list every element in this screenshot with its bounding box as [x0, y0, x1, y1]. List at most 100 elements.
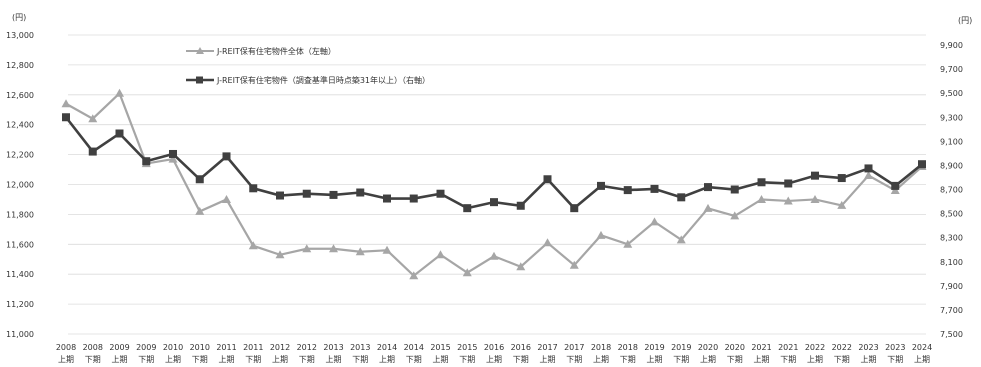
series-1-point: [61, 99, 71, 108]
left-tick-label: 12,600: [6, 91, 34, 100]
x-tick-half: 下期: [138, 355, 154, 364]
series-1-point: [115, 88, 124, 97]
series-1-point: [88, 114, 98, 123]
series-2-point: [88, 147, 97, 156]
x-tick-half: 上期: [807, 355, 823, 364]
x-tick-year: 2009: [109, 343, 129, 352]
series-2-point: [784, 179, 793, 188]
x-tick-year: 2009: [136, 343, 156, 352]
left-tick-label: 12,400: [6, 121, 34, 130]
x-tick-year: 2017: [564, 343, 584, 352]
legend-label-1: J-REIT保有住宅物件全体（左軸）: [216, 46, 336, 56]
right-tick-label: 8,900: [940, 161, 963, 170]
legend-marker-triangle: [196, 47, 204, 54]
x-tick-half: 下期: [85, 355, 101, 364]
x-tick-half: 上期: [219, 355, 235, 364]
x-tick-half: 上期: [58, 355, 74, 364]
right-axis: (円) 7,500 7,700 7,900 8,100 8,300 8,500 8,700 8,…: [940, 16, 972, 339]
series-1-point: [837, 200, 847, 209]
series-1-point: [650, 217, 659, 226]
series-2-point: [249, 184, 258, 193]
series-1-point: [890, 185, 900, 194]
series-1-point: [409, 271, 419, 280]
left-tick-label: 12,000: [6, 181, 34, 190]
series-1-point: [864, 171, 873, 180]
x-tick-year: 2021: [751, 343, 771, 352]
series-1-point: [436, 250, 445, 259]
series-2-point: [169, 149, 177, 158]
legend: J-REIT保有住宅物件全体（左軸） J-REIT保有住宅物件（調査基準日時点築3…: [186, 46, 430, 85]
x-tick-half: 下期: [727, 355, 743, 364]
right-tick-label: 7,700: [940, 306, 963, 315]
series-1-point: [222, 194, 231, 203]
x-tick-half: 上期: [112, 355, 128, 364]
x-tick-year: 2022: [832, 343, 852, 352]
x-tick-year: 2021: [778, 343, 798, 352]
series-1-point: [757, 194, 766, 203]
x-tick-year: 2020: [725, 343, 745, 352]
x-tick-year: 2015: [430, 343, 450, 352]
x-tick-half: 下期: [887, 355, 903, 364]
x-tick-half: 下期: [352, 355, 368, 364]
series-2-point: [436, 189, 445, 198]
series-2-point: [195, 175, 204, 184]
series-1-point: [329, 244, 338, 253]
right-tick-label: 8,100: [940, 258, 963, 267]
series-2-point: [623, 186, 632, 195]
right-tick-label: 9,500: [940, 89, 963, 98]
x-tick-half: 下期: [620, 355, 636, 364]
series-2-point: [142, 157, 151, 166]
x-tick-half: 上期: [593, 355, 609, 364]
gridlines: [68, 34, 926, 335]
x-tick-year: 2011: [216, 343, 236, 352]
x-tick-year: 2013: [350, 343, 370, 352]
series-2-point: [704, 183, 712, 192]
x-tick-year: 2016: [484, 343, 504, 352]
series-2-point: [864, 164, 873, 173]
series-2-point: [516, 201, 525, 210]
series-2-point: [329, 190, 338, 199]
series-1-point: [302, 244, 312, 253]
right-tick-label: 8,300: [940, 234, 963, 243]
x-tick-year: 2018: [591, 343, 611, 352]
x-tick-half: 下期: [566, 355, 582, 364]
left-tick-label: 11,600: [6, 240, 34, 249]
x-tick-year: 2012: [270, 343, 290, 352]
series-1-point: [248, 241, 258, 250]
x-tick-year: 2023: [858, 343, 878, 352]
x-tick-half: 下期: [299, 355, 315, 364]
series-1-point: [810, 194, 820, 203]
series-1-point: [623, 239, 633, 248]
right-tick-label: 7,500: [940, 330, 963, 339]
right-axis-unit: (円): [958, 16, 972, 25]
series-2-point: [463, 204, 472, 213]
x-tick-half: 上期: [861, 355, 877, 364]
x-tick-year: 2011: [243, 343, 263, 352]
series-2-point: [757, 178, 766, 187]
x-tick-half: 上期: [647, 355, 663, 364]
x-tick-half: 上期: [165, 355, 181, 364]
left-tick-label: 11,400: [6, 270, 34, 279]
x-tick-half: 上期: [272, 355, 288, 364]
right-tick-label: 9,300: [940, 113, 963, 122]
series-2-point: [811, 171, 819, 180]
series-2-point: [356, 188, 365, 197]
series-1-point: [569, 260, 579, 269]
x-tick-year: 2014: [377, 343, 397, 352]
x-tick-year: 2023: [885, 343, 905, 352]
x-tick-year: 2008: [83, 343, 103, 352]
right-tick-label: 8,500: [940, 210, 963, 219]
x-tick-half: 下期: [673, 355, 689, 364]
series-2-point: [62, 113, 70, 122]
series-1-point: [489, 251, 499, 260]
right-tick-label: 9,700: [940, 65, 963, 74]
series-2-point: [383, 194, 391, 203]
x-tick-year: 2017: [537, 343, 557, 352]
series-2-point: [837, 174, 846, 183]
series-2-point: [409, 194, 418, 203]
x-tick-half: 下期: [192, 355, 208, 364]
series-1-point: [462, 268, 472, 277]
x-tick-half: 下期: [513, 355, 529, 364]
left-tick-label: 11,000: [6, 330, 34, 339]
series-1-point: [355, 247, 365, 256]
